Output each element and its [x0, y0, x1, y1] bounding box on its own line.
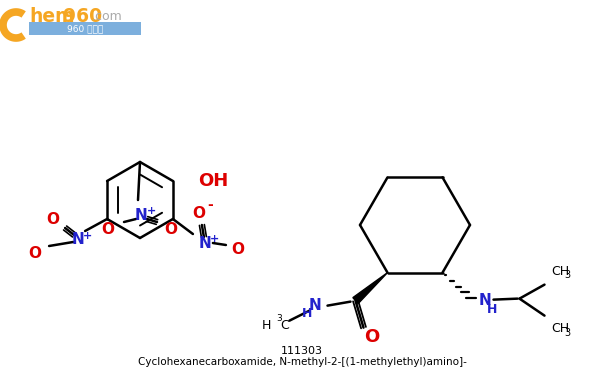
- Text: OH: OH: [198, 172, 228, 190]
- Text: hem: hem: [29, 6, 74, 26]
- Text: 3: 3: [564, 270, 571, 280]
- Text: O: O: [165, 222, 177, 237]
- Text: H: H: [487, 303, 498, 316]
- Text: +: +: [211, 234, 220, 244]
- Text: +: +: [146, 206, 155, 216]
- Text: O: O: [231, 242, 244, 256]
- Text: O: O: [28, 246, 42, 261]
- Text: .com: .com: [92, 10, 123, 24]
- Text: Cyclohexanecarboxamide, N-methyl-2-[(1-methylethyl)amino]-: Cyclohexanecarboxamide, N-methyl-2-[(1-m…: [137, 357, 466, 367]
- Text: N: N: [309, 298, 322, 313]
- Text: O: O: [192, 206, 206, 220]
- Text: CH: CH: [552, 322, 570, 335]
- Text: -: -: [207, 198, 213, 212]
- Text: O: O: [102, 222, 114, 237]
- Text: N: N: [478, 293, 491, 308]
- Text: N: N: [72, 232, 85, 248]
- Text: 3: 3: [276, 314, 283, 322]
- Text: 3: 3: [564, 328, 571, 338]
- Text: CH: CH: [552, 265, 570, 278]
- Text: 111303: 111303: [281, 346, 323, 356]
- Text: 960: 960: [63, 6, 102, 26]
- Text: +: +: [82, 231, 92, 241]
- Text: H: H: [262, 319, 272, 332]
- Bar: [29, 22, 141, 35]
- Text: C: C: [281, 319, 289, 332]
- Text: 960 化工网: 960 化工网: [67, 24, 103, 33]
- Text: H: H: [302, 307, 313, 320]
- Text: N: N: [135, 207, 148, 222]
- Polygon shape: [353, 273, 387, 304]
- Text: N: N: [198, 236, 211, 250]
- Text: O: O: [364, 328, 379, 346]
- Text: O: O: [47, 211, 59, 226]
